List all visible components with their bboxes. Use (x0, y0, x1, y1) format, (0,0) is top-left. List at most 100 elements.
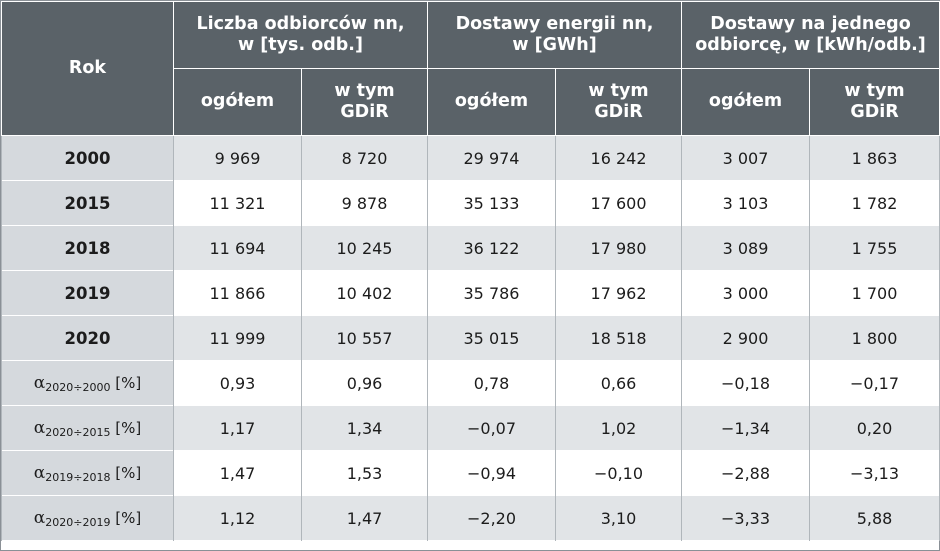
alpha-unit: [%] (115, 508, 142, 527)
header-ogolem: ogółem (681, 68, 811, 136)
table-cell: −2,88 (681, 450, 811, 496)
table-cell: −1,34 (681, 405, 811, 451)
table-cell: 2 900 (681, 315, 811, 361)
header-gdir: w tym GDiR (301, 68, 428, 136)
header-gdir-line1: w tym (588, 80, 649, 101)
table-cell: −3,33 (681, 495, 811, 541)
header-group-line1: Dostawy na jednego (710, 13, 911, 34)
table-cell: 1,47 (173, 450, 302, 496)
row-alpha-label: α2020÷2019 [%] (1, 495, 174, 541)
row-alpha-label: α2019÷2018 [%] (1, 450, 174, 496)
table-cell: 10 245 (301, 225, 428, 271)
table-row: 2000 9 969 8 720 29 974 16 242 3 007 1 863 (1, 135, 940, 181)
header-gdir-line1: w tym (844, 80, 905, 101)
table-body: 2000 9 969 8 720 29 974 16 242 3 007 1 863 2015… (1, 135, 940, 541)
table-row-alpha: α2020÷2000 [%] 0,93 0,96 0,78 0,66 −0,18 −0,17 (1, 360, 940, 406)
table-cell: 1,34 (301, 405, 428, 451)
table-cell: 36 122 (427, 225, 556, 271)
alpha-symbol: α (33, 462, 46, 483)
header-group-line2: odbiorcę, w [kWh/odb.] (695, 35, 926, 55)
header-gdir-line2: GDiR (850, 102, 899, 122)
row-year-label: 2019 (1, 270, 174, 316)
table-row: 2018 11 694 10 245 36 122 17 980 3 089 1 755 (1, 225, 940, 271)
alpha-symbol: α (33, 417, 46, 438)
row-alpha-label: α2020÷2015 [%] (1, 405, 174, 451)
table-cell: −0,07 (427, 405, 556, 451)
table-cell: 16 242 (554, 135, 683, 181)
alpha-unit: [%] (115, 418, 142, 437)
alpha-period: 2020÷2015 (45, 425, 111, 439)
table-cell: 17 962 (554, 270, 683, 316)
table-cell: 11 999 (173, 315, 302, 361)
header-gdir: w tym GDiR (554, 68, 683, 136)
table-cell: 1 782 (809, 180, 940, 226)
table-cell: 10 557 (301, 315, 428, 361)
table-cell: 0,96 (301, 360, 428, 406)
table-cell: 3 007 (681, 135, 811, 181)
table-cell: 1,53 (301, 450, 428, 496)
table-cell: 35 786 (427, 270, 556, 316)
table-cell: −0,18 (681, 360, 811, 406)
header-ogolem: ogółem (427, 68, 556, 136)
header-group-dostawy: Dostawy energii nn, w [GWh] (426, 1, 683, 69)
alpha-unit: [%] (115, 463, 142, 482)
header-group-line1: Liczba odbiorców nn, (196, 13, 405, 34)
header-gdir-line1: w tym (334, 80, 395, 101)
table-cell: 11 694 (173, 225, 302, 271)
header-rok: Rok (1, 1, 174, 136)
table-cell: −0,94 (427, 450, 556, 496)
table-row: 2020 11 999 10 557 35 015 18 518 2 900 1 800 (1, 315, 940, 361)
table-cell: 1,02 (554, 405, 683, 451)
table-cell: 3 000 (681, 270, 811, 316)
header-group-line2: w [tys. odb.] (238, 35, 363, 55)
table-cell: 17 980 (554, 225, 683, 271)
table-cell: 1,47 (301, 495, 428, 541)
header-gdir-line2: GDiR (340, 102, 389, 122)
table-cell: 5,88 (809, 495, 940, 541)
table-cell: −3,13 (809, 450, 940, 496)
header-group-odbiorcy: Liczba odbiorców nn, w [tys. odb.] (173, 1, 428, 69)
table-cell: 29 974 (427, 135, 556, 181)
table-cell: 0,66 (554, 360, 683, 406)
table-cell: 0,78 (427, 360, 556, 406)
header-group-na-odbiorce: Dostawy na jednego odbiorcę, w [kWh/odb.… (681, 1, 940, 69)
header-group-line1: Dostawy energii nn, (455, 13, 654, 34)
alpha-period: 2020÷2000 (45, 380, 111, 394)
table-row: 2019 11 866 10 402 35 786 17 962 3 000 1 700 (1, 270, 940, 316)
row-alpha-label: α2020÷2000 [%] (1, 360, 174, 406)
table-cell: 3,10 (554, 495, 683, 541)
table-cell: 11 321 (173, 180, 302, 226)
alpha-period: 2020÷2019 (45, 515, 111, 529)
table-cell: 0,20 (809, 405, 940, 451)
table-cell: 35 133 (427, 180, 556, 226)
table-cell: 1 700 (809, 270, 940, 316)
table-cell: 1,12 (173, 495, 302, 541)
table-cell: −0,10 (554, 450, 683, 496)
table-cell: 3 103 (681, 180, 811, 226)
table-header: Rok Liczba odbiorców nn, w [tys. odb.] D… (1, 1, 940, 136)
header-row-groups: Rok Liczba odbiorców nn, w [tys. odb.] D… (1, 1, 940, 136)
row-year-label: 2000 (1, 135, 174, 181)
energy-table: Rok Liczba odbiorców nn, w [tys. odb.] D… (1, 1, 940, 541)
table-row-alpha: α2020÷2015 [%] 1,17 1,34 −0,07 1,02 −1,34 0,20 (1, 405, 940, 451)
table-cell: 35 015 (427, 315, 556, 361)
table-row-alpha: α2019÷2018 [%] 1,47 1,53 −0,94 −0,10 −2,88 −3,… (1, 450, 940, 496)
table-cell: 1 863 (809, 135, 940, 181)
alpha-symbol: α (33, 372, 46, 393)
alpha-symbol: α (33, 507, 46, 528)
table-cell: 0,93 (173, 360, 302, 406)
table-cell: 9 878 (301, 180, 428, 226)
header-gdir: w tym GDiR (809, 68, 940, 136)
table-cell: 11 866 (173, 270, 302, 316)
table-cell: −0,17 (809, 360, 940, 406)
table-row: 2015 11 321 9 878 35 133 17 600 3 103 1 782 (1, 180, 940, 226)
table-cell: 3 089 (681, 225, 811, 271)
header-row-sub: ogółem w tym GDiR ogółem w tym GDiR ogółem… (2, 68, 940, 136)
header-group-line2: w [GWh] (512, 35, 597, 55)
table-cell: 18 518 (554, 315, 683, 361)
header-ogolem: ogółem (173, 68, 302, 136)
table-cell: 1,17 (173, 405, 302, 451)
table-cell: 1 800 (809, 315, 940, 361)
table-row-alpha: α2020÷2019 [%] 1,12 1,47 −2,20 3,10 −3,33 5,88 (1, 495, 940, 541)
